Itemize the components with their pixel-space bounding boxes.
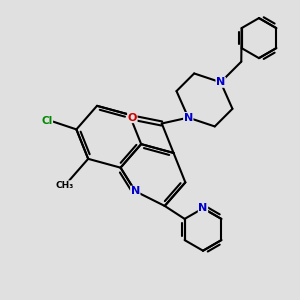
Text: N: N <box>131 186 140 196</box>
Text: N: N <box>198 203 208 213</box>
Text: Cl: Cl <box>41 116 52 126</box>
Text: N: N <box>216 77 225 87</box>
Text: CH₃: CH₃ <box>56 181 74 190</box>
Text: O: O <box>128 112 137 123</box>
Text: N: N <box>184 112 193 123</box>
